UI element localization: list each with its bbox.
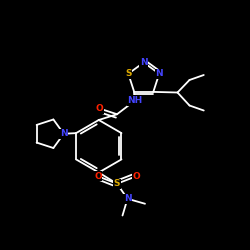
Text: O: O (96, 104, 104, 113)
Text: O: O (132, 172, 140, 181)
Text: N: N (60, 129, 68, 138)
Text: NH: NH (128, 96, 142, 105)
Text: S: S (114, 179, 120, 188)
Text: S: S (125, 69, 132, 78)
Text: N: N (156, 69, 163, 78)
Text: O: O (94, 172, 102, 181)
Text: N: N (140, 58, 147, 67)
Text: N: N (124, 194, 131, 203)
